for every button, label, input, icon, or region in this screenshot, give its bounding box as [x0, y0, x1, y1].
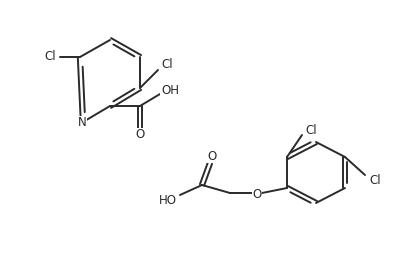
- Text: O: O: [207, 150, 217, 163]
- Text: N: N: [78, 116, 86, 129]
- Text: Cl: Cl: [305, 123, 317, 137]
- Text: OH: OH: [161, 84, 179, 97]
- Text: Cl: Cl: [44, 51, 56, 63]
- Text: Cl: Cl: [369, 174, 381, 187]
- Text: O: O: [135, 129, 145, 142]
- Text: O: O: [252, 187, 262, 200]
- Text: Cl: Cl: [161, 59, 173, 71]
- Text: HO: HO: [159, 193, 177, 206]
